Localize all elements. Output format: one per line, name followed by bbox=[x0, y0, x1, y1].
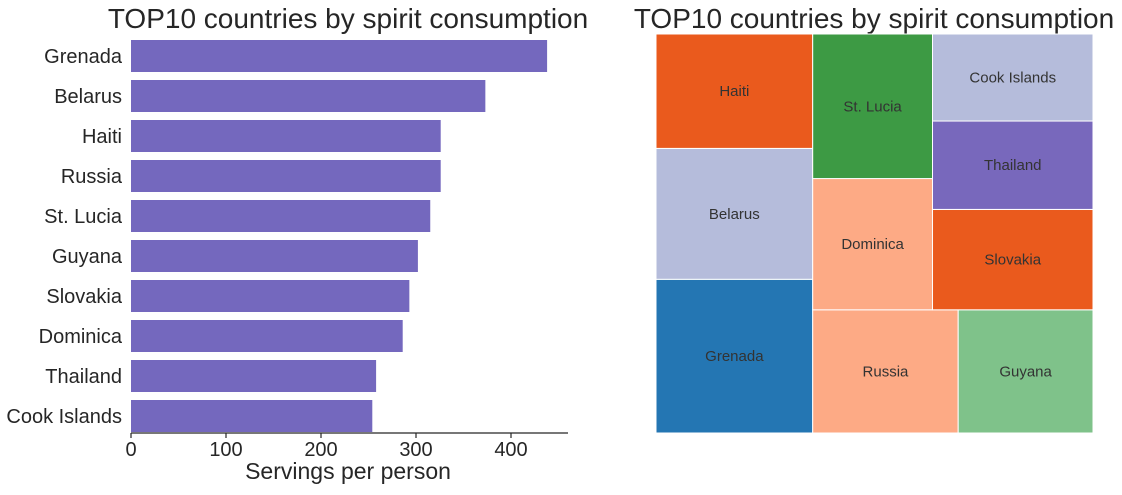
bar-slovakia bbox=[131, 280, 410, 312]
tile-thailand bbox=[932, 120, 1094, 210]
bar-chart: TOP10 countries by spirit consumption Gr… bbox=[6, 3, 588, 484]
category-labels: Grenada Belarus Haiti Russia St. Lucia Guyana… bbox=[6, 46, 123, 428]
bar-series bbox=[131, 40, 548, 432]
category-label: Guyana bbox=[52, 246, 123, 268]
bar-grenada bbox=[131, 40, 548, 72]
x-axis-label: Servings per person bbox=[245, 458, 451, 484]
x-tick-label: 400 bbox=[494, 439, 527, 461]
tile-haiti bbox=[655, 33, 814, 149]
tile-label: St. Lucia bbox=[843, 98, 902, 115]
bar-guyana bbox=[131, 240, 418, 272]
bar-belarus bbox=[131, 80, 486, 112]
bar-thailand bbox=[131, 360, 377, 392]
tile-grenada bbox=[655, 278, 814, 434]
category-label: Slovakia bbox=[46, 286, 122, 308]
bar-chart-title: TOP10 countries by spirit consumption bbox=[108, 3, 588, 34]
category-label: Dominica bbox=[39, 326, 123, 348]
tile-label: Cook Islands bbox=[969, 70, 1056, 87]
tile-label: Slovakia bbox=[984, 252, 1041, 269]
tile-cook-islands bbox=[932, 33, 1094, 122]
tile-label: Grenada bbox=[705, 348, 764, 365]
tile-label: Thailand bbox=[984, 157, 1042, 174]
x-tick-label: 100 bbox=[209, 439, 242, 461]
bar-cook-islands bbox=[131, 400, 373, 432]
category-label: St. Lucia bbox=[44, 206, 123, 228]
category-label: Grenada bbox=[44, 46, 123, 68]
bar-dominica bbox=[131, 320, 403, 352]
bar-haiti bbox=[131, 120, 441, 152]
category-label: Cook Islands bbox=[6, 406, 122, 428]
tile-label: Russia bbox=[863, 363, 910, 380]
tile-label: Haiti bbox=[719, 83, 749, 100]
category-label: Russia bbox=[61, 166, 123, 188]
bar-st-lucia bbox=[131, 200, 431, 232]
treemap-title: TOP10 countries by spirit consumption bbox=[634, 3, 1114, 34]
category-label: Haiti bbox=[82, 126, 122, 148]
tile-label: Belarus bbox=[709, 206, 760, 223]
treemap-chart: TOP10 countries by spirit consumption Gr… bbox=[634, 3, 1114, 434]
category-label: Thailand bbox=[45, 366, 122, 388]
tile-label: Dominica bbox=[841, 236, 904, 253]
x-axis: 0 100 200 300 400 bbox=[125, 432, 568, 461]
tile-slovakia bbox=[932, 208, 1094, 311]
category-label: Belarus bbox=[54, 86, 122, 108]
x-tick-label: 200 bbox=[304, 439, 337, 461]
tile-dominica bbox=[812, 178, 934, 311]
tile-label: Guyana bbox=[999, 363, 1052, 380]
x-tick-label: 300 bbox=[399, 439, 432, 461]
treemap-tiles: Grenada Belarus Haiti Russia Guyana Dominica S… bbox=[655, 33, 1094, 434]
x-tick-label: 0 bbox=[125, 439, 136, 461]
bar-russia bbox=[131, 160, 441, 192]
